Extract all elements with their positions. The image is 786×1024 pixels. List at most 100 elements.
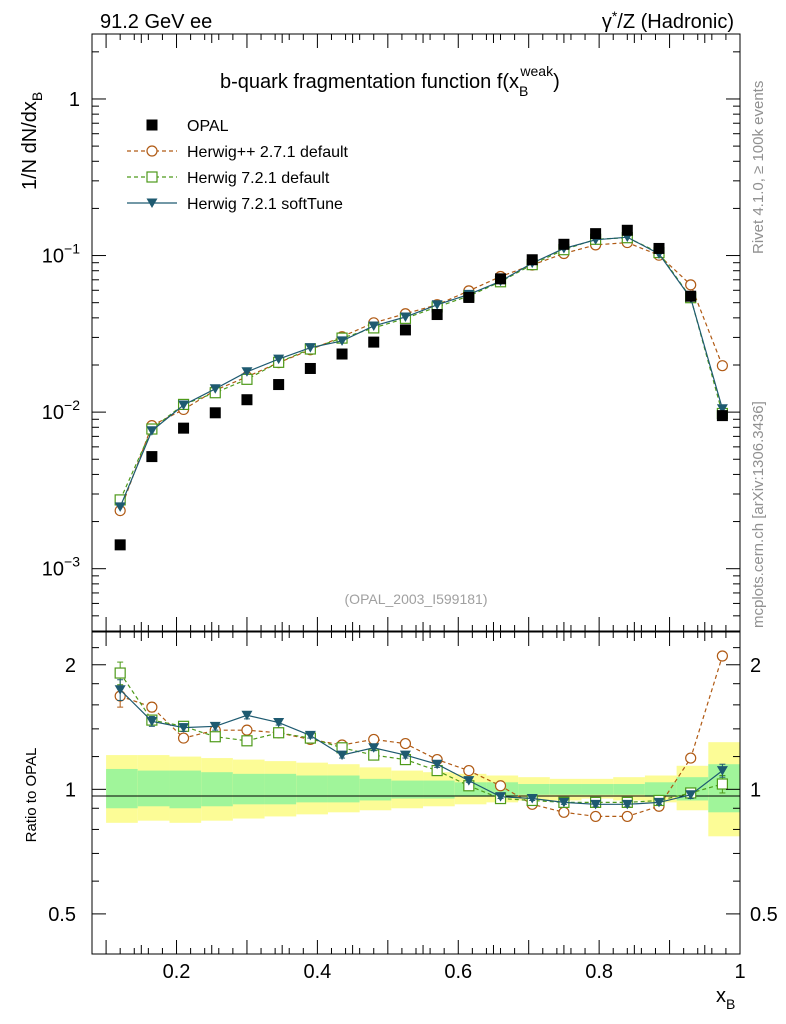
ratio-band-inner [549, 784, 582, 795]
ratio-point [114, 685, 126, 695]
series-line [119, 237, 723, 501]
ratio-point [716, 766, 728, 776]
data-point [685, 279, 697, 291]
main-y-axis-label: 1/N dN/dxB [19, 92, 45, 190]
ratio-band-inner [296, 775, 328, 803]
ratio-point [241, 724, 253, 736]
x-tick-labels: 0.2 0.4 0.6 0.8 1 [163, 961, 746, 983]
ratio-band-inner [232, 773, 265, 805]
ratio-band-inner [327, 775, 360, 803]
data-point [304, 362, 316, 374]
legend-marker [146, 119, 158, 131]
ratio-band-inner [581, 784, 614, 795]
series-3 [114, 232, 728, 512]
data-point [526, 254, 538, 266]
ratio-y-tick-label-left: 2 [65, 655, 76, 677]
x-axis-label: xB [716, 985, 735, 1012]
legend-label: Herwig++ 2.7.1 default [187, 144, 349, 161]
data-point [146, 426, 158, 436]
series-0 [114, 224, 728, 551]
ratio-band-inner [518, 784, 550, 795]
data-point [273, 354, 285, 365]
main-series [114, 224, 728, 551]
data-point [653, 242, 665, 254]
ratio-point [463, 764, 475, 777]
ratio-point [431, 759, 443, 770]
data-point [336, 348, 348, 360]
header-right: γ*/Z (Hadronic) [602, 8, 734, 33]
main-y-tick-label: 10−3 [42, 554, 80, 581]
x-tick-label: 0.8 [585, 961, 613, 983]
series-line [119, 241, 723, 511]
x-tick-label: 0.4 [303, 961, 331, 983]
main-title: b-quark fragmentation function f(xBweak) [220, 63, 560, 99]
mcplots-url-label: mcplots.cern.ch [arXiv:1306.3436] [750, 401, 767, 628]
data-point [114, 539, 126, 551]
ratio-point [273, 727, 285, 739]
ratio-point [146, 716, 158, 727]
ratio-band-inner [106, 768, 138, 809]
x-tick-label: 1 [734, 961, 745, 983]
ratio-y-tick-label-right: 2 [750, 655, 761, 677]
ratio-y-tick-label-right: 0.5 [750, 904, 778, 926]
ratio-point [621, 799, 633, 810]
ratio-band-inner [137, 770, 170, 807]
ratio-y-axis-label: Ratio to OPAL [23, 748, 40, 843]
ratio-point [526, 794, 538, 804]
data-point [146, 451, 158, 463]
ratio-band-inner [423, 780, 455, 799]
legend-label: Herwig 7.2.1 softTune [187, 196, 343, 213]
legend-entry-0: OPAL [146, 118, 229, 135]
header-left: 91.2 GeV ee [100, 11, 212, 33]
main-y-tick-labels: 1 10−1 10−2 10−3 [42, 89, 80, 581]
ratio-point [716, 778, 728, 790]
ratio-point [494, 780, 507, 792]
ratio-point [368, 743, 380, 753]
data-point [273, 379, 285, 391]
legend-marker [146, 171, 158, 183]
data-point [336, 336, 348, 346]
ratio-point [368, 733, 380, 746]
series-2 [114, 232, 728, 506]
ratio-point [399, 750, 411, 761]
ratio-band-inner [359, 778, 392, 801]
ratio-band-inner [644, 782, 677, 797]
x-tick-label: 0.6 [444, 961, 472, 983]
main-panel: 1 10−1 10−2 10−3 1/N dN/dxB b-quark fragmen… [19, 33, 741, 632]
ratio-line [119, 689, 723, 805]
ratio-point [716, 650, 728, 662]
legend: OPAL Herwig++ 2.7.1 default Herwig 7.2.1 d… [127, 118, 349, 213]
data-point [716, 360, 728, 372]
ratio-point [114, 667, 126, 679]
ratio-point [463, 776, 475, 786]
data-point [209, 384, 221, 394]
data-point [114, 502, 126, 512]
ratio-point [590, 799, 602, 810]
ratio-point [558, 806, 570, 818]
ratio-point [178, 723, 190, 733]
data-point [209, 407, 221, 419]
ratio-y-tick-label-right: 1 [750, 779, 761, 801]
ratio-series [114, 650, 728, 823]
ratio-panel: 2 2 1 1 0.5 0.5 0.2 0.4 0.6 0.8 1 Ratio to OPAL x… [23, 631, 778, 1012]
ratio-point [621, 810, 633, 823]
data-point [495, 273, 507, 285]
ratio-point [653, 797, 665, 808]
data-point [399, 312, 411, 323]
ratio-y-tick-label-left: 0.5 [48, 904, 76, 926]
ratio-band-inner [391, 780, 424, 799]
ratio-point [146, 701, 158, 713]
ratio-point [304, 730, 316, 741]
main-axis-ticks [92, 34, 741, 632]
ratio-point [273, 718, 285, 728]
data-point [716, 404, 728, 414]
data-point [431, 300, 443, 310]
ratio-point [399, 737, 412, 750]
ratio-point [558, 797, 570, 808]
data-point [399, 324, 411, 336]
legend-entry-2: Herwig 7.2.1 default [127, 170, 330, 187]
ratio-point [209, 731, 221, 743]
data-point [368, 336, 380, 348]
data-point [368, 321, 380, 331]
